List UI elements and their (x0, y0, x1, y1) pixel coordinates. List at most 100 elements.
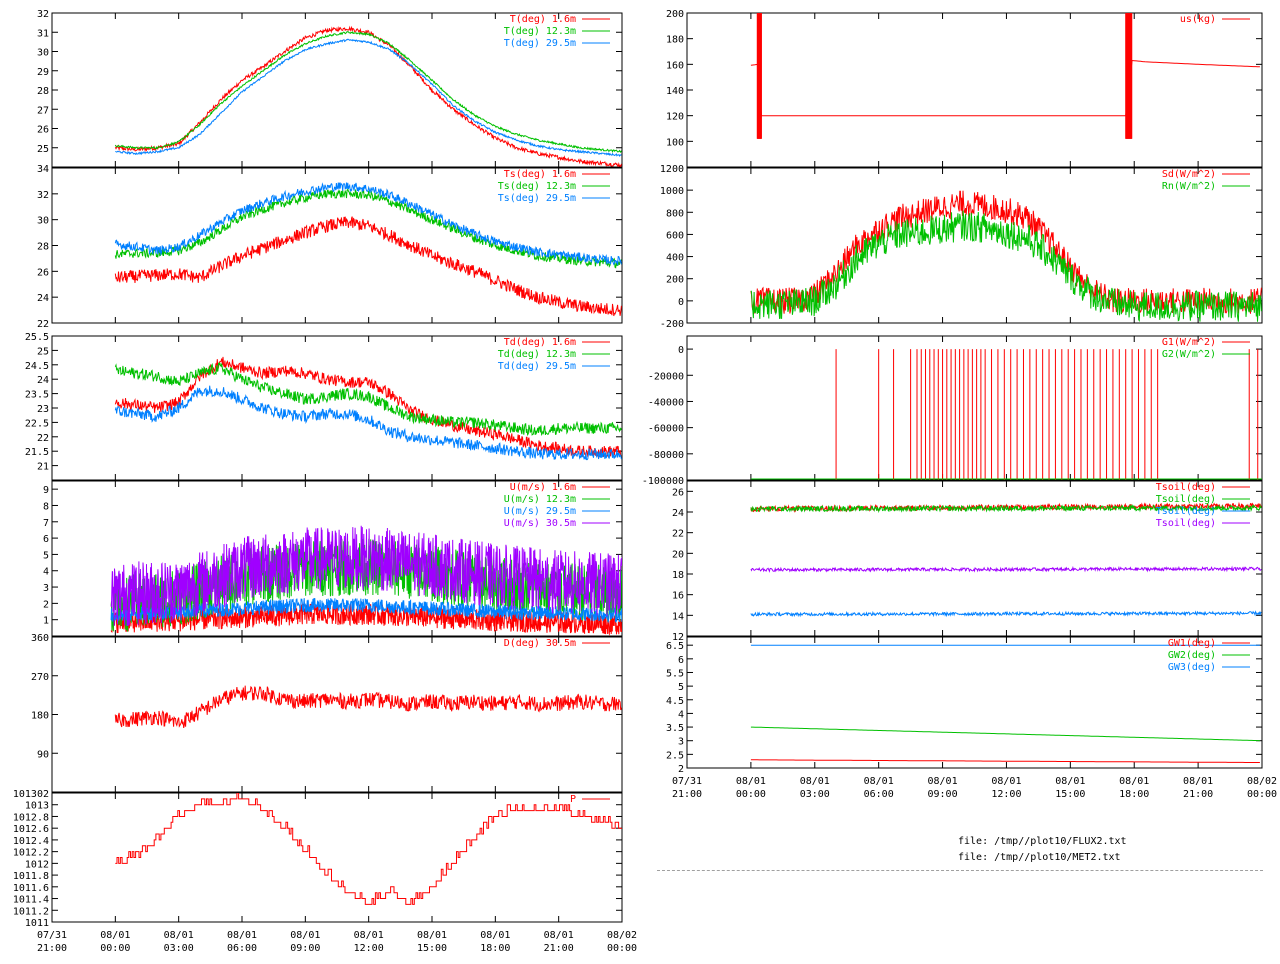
y-tick-label: 20 (672, 549, 684, 560)
plot-area (114, 182, 622, 317)
y-tick-label: 25.5 (25, 332, 49, 343)
y-tick-label: 21.5 (25, 447, 49, 458)
x-tick-date: 08/01 (164, 930, 194, 941)
legend-label: GW3(deg) (1168, 662, 1216, 673)
y-tick-label: 120 (666, 112, 684, 123)
x-tick-time: 09:00 (928, 789, 958, 800)
plot-area (114, 685, 622, 729)
file-label-met: file: /tmp//plot10/MET2.txt (958, 852, 1121, 863)
panel-air-temp: 25 26 27 28 29 30 31 32 T(deg) 1.6mT(deg) 12.3mT… (37, 9, 623, 168)
y-tick-label: 22 (37, 433, 49, 444)
y-tick-label: 140 (666, 86, 684, 97)
x-tick-time: 09:00 (290, 943, 320, 954)
panel-frame (686, 335, 1263, 481)
panel-soil-heat-flux: -100000 -80000 -60000 -40000 -20000 0 G1(W/m^2… (642, 335, 1263, 487)
y-tick-label: 24.5 (25, 361, 49, 372)
y-tick-label: 2 (678, 764, 684, 775)
y-tick-label: 1011 (25, 918, 49, 929)
y-tick-label: -200 (660, 319, 684, 330)
legend-label: Rn(W/m^2) (1162, 181, 1216, 192)
y-tick-label: 2 (43, 599, 49, 610)
x-tick-date: 08/01 (1183, 776, 1213, 787)
y-tick-label: 14 (672, 611, 684, 622)
y-tick-label: 4 (43, 567, 49, 578)
y-tick-label: -20000 (648, 371, 684, 382)
y-tick-label: 9 (43, 485, 49, 496)
x-tick-date: 08/01 (544, 930, 574, 941)
x-tick-date: 08/01 (991, 776, 1021, 787)
legend-label: Tsoil(deg) (1156, 482, 1216, 493)
legend-label: us(kg) (1180, 14, 1216, 25)
y-tick-label: 100 (666, 137, 684, 148)
panel-frame (686, 167, 1263, 324)
legend-label: Tsoil(deg) (1156, 506, 1216, 517)
x-tick-time: 21:00 (672, 789, 702, 800)
x-tick-date: 08/01 (100, 930, 130, 941)
x-tick-time: 03:00 (800, 789, 830, 800)
series-line (750, 503, 1262, 514)
y-tick-label: 1011.2 (13, 906, 49, 917)
y-tick-label: 180 (666, 35, 684, 46)
x-tick-time: 00:00 (607, 943, 637, 954)
y-tick-label: 27 (37, 105, 49, 116)
y-tick-label: 32 (37, 9, 49, 20)
y-tick-label: 5 (678, 682, 684, 693)
y-tick-label: 200 (666, 9, 684, 20)
x-tick-date: 08/01 (354, 930, 384, 941)
y-tick-label: -100000 (642, 476, 684, 487)
y-tick-label: 28 (37, 242, 49, 253)
y-tick-label: 0 (678, 297, 684, 308)
y-tick-label: 800 (666, 208, 684, 219)
legend-label: Td(deg) 29.5m (498, 361, 576, 372)
series-line (114, 182, 622, 266)
legend-label: Td(deg) 1.6m (504, 337, 576, 348)
y-tick-label: 32 (37, 190, 49, 201)
panel-wind-direction: 90 180 270 360 D(deg) 30.5m (31, 633, 623, 793)
y-tick-label: -40000 (648, 397, 684, 408)
y-tick-label: 28 (37, 86, 49, 97)
legend-label: G2(W/m^2) (1162, 349, 1216, 360)
y-tick-label: 34 (37, 164, 49, 175)
y-tick-label: 3 (678, 737, 684, 748)
x-tick-date: 08/02 (607, 930, 637, 941)
panel-frame (686, 12, 1263, 168)
y-tick-label: 7 (43, 518, 49, 529)
legend-label: D(deg) 30.5m (504, 638, 576, 649)
y-tick-label: 1012.4 (13, 836, 49, 847)
y-tick-label: 200 (666, 275, 684, 286)
y-tick-label: 2.5 (666, 750, 684, 761)
y-tick-label: 180 (31, 711, 49, 722)
x-tick-date: 08/01 (800, 776, 830, 787)
series-line (114, 685, 622, 729)
y-tick-label: 24 (37, 375, 49, 386)
series-line (114, 385, 622, 461)
y-tick-label: 90 (37, 749, 49, 760)
x-tick-time: 15:00 (417, 943, 447, 954)
y-tick-label: 31 (37, 28, 49, 39)
x-tick-date: 08/01 (928, 776, 958, 787)
y-tick-label: 1013 (25, 801, 49, 812)
x-tick-date: 08/01 (1119, 776, 1149, 787)
y-tick-label: 3 (43, 583, 49, 594)
legend-label: Ts(deg) 12.3m (498, 181, 576, 192)
series-line (114, 356, 622, 459)
x-tick-date: 08/01 (480, 930, 510, 941)
legend-label: T(deg) 29.5m (504, 38, 576, 49)
legend-label: Td(deg) 12.3m (498, 349, 576, 360)
legend-label: Sd(W/m^2) (1162, 169, 1216, 180)
legend-label: U(m/s) 1.6m (510, 482, 576, 493)
series-line (115, 793, 622, 905)
panel-frame (51, 480, 623, 637)
dashed-separator (657, 870, 1263, 871)
plot-area (115, 793, 622, 905)
x-tick-date: 08/01 (864, 776, 894, 787)
panel-radiation: -200 0 200 400 600 800 1000 1200 Sd(W/m^2)Rn(W/m… (660, 164, 1263, 330)
panel-wind-speed: 1 2 3 4 5 6 7 8 9 U(m/s) 1.6mU(m/s) 12.3mU(m/s) 2… (43, 480, 623, 637)
series-line (115, 38, 622, 158)
x-tick-time: 00:00 (100, 943, 130, 954)
series-line (110, 603, 622, 636)
series-line (114, 362, 622, 437)
y-tick-label: 4.5 (666, 696, 684, 707)
legend-label: GW1(deg) (1168, 638, 1216, 649)
